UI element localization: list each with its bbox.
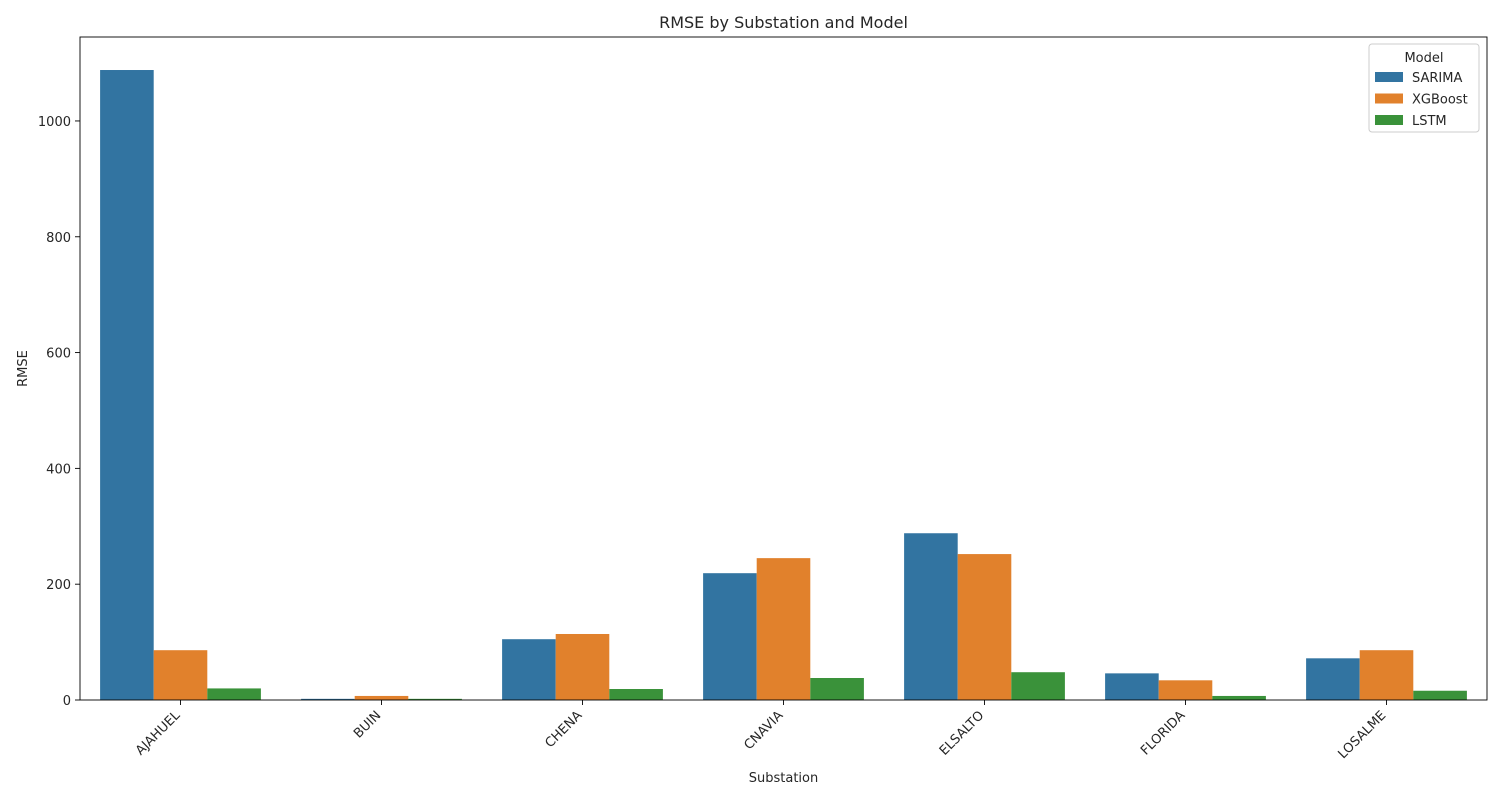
- bar-lstm-cnavia: [810, 678, 864, 700]
- legend-swatch-xgboost: [1375, 93, 1403, 104]
- bar-xgboost-ajahuel: [153, 650, 208, 700]
- bar-xgboost-elsalto: [957, 554, 1012, 700]
- legend-label-lstm: LSTM: [1412, 114, 1447, 129]
- x-tick-label: BUIN: [351, 708, 384, 741]
- legend-label-sarima: SARIMA: [1412, 71, 1462, 86]
- x-tick-label: FLORIDA: [1138, 708, 1188, 758]
- x-tick-label: AJAHUEL: [133, 708, 184, 759]
- bar-sarima-chena: [502, 639, 556, 700]
- y-tick-label: 200: [46, 578, 71, 593]
- bar-lstm-chena: [609, 689, 663, 700]
- y-tick-label: 400: [46, 462, 71, 477]
- bar-lstm-buin: [408, 698, 462, 700]
- bar-xgboost-losalme: [1359, 650, 1414, 700]
- bar-lstm-losalme: [1413, 690, 1467, 700]
- bar-xgboost-florida: [1158, 680, 1213, 700]
- y-tick-label: 600: [46, 347, 71, 362]
- bar-sarima-ajahuel: [100, 70, 154, 700]
- bar-sarima-losalme: [1306, 658, 1360, 700]
- legend: Model SARIMA XGBoost LSTM: [1368, 43, 1480, 133]
- y-tick-label: 0: [63, 694, 71, 709]
- legend-box: [1368, 43, 1480, 133]
- bar-sarima-buin: [301, 698, 355, 700]
- legend-title: Model: [1404, 51, 1443, 66]
- bar-xgboost-buin: [354, 695, 409, 700]
- legend-swatch-sarima: [1375, 72, 1403, 82]
- legend-label-xgboost: XGBoost: [1412, 93, 1468, 108]
- chart-title: RMSE by Substation and Model: [659, 13, 908, 32]
- bars-group: [100, 70, 1467, 700]
- bar-xgboost-chena: [555, 633, 610, 700]
- bar-lstm-florida: [1212, 695, 1266, 700]
- y-tick-label: 1000: [38, 115, 71, 130]
- x-axis-label: Substation: [749, 771, 818, 786]
- bar-lstm-ajahuel: [207, 688, 261, 700]
- y-tick-label: 800: [46, 231, 71, 246]
- y-axis-label: RMSE: [16, 350, 31, 387]
- x-tick-label: ELSALTO: [937, 708, 988, 759]
- x-tick-label: CNAVIA: [741, 708, 786, 753]
- x-tick-label: LOSALME: [1336, 708, 1390, 762]
- legend-swatch-lstm: [1375, 115, 1403, 125]
- bar-lstm-elsalto: [1011, 672, 1065, 700]
- x-tick-label: CHENA: [542, 708, 585, 751]
- bar-sarima-elsalto: [904, 533, 958, 700]
- bar-sarima-cnavia: [703, 573, 757, 700]
- bar-xgboost-cnavia: [756, 558, 811, 700]
- bar-sarima-florida: [1105, 673, 1159, 700]
